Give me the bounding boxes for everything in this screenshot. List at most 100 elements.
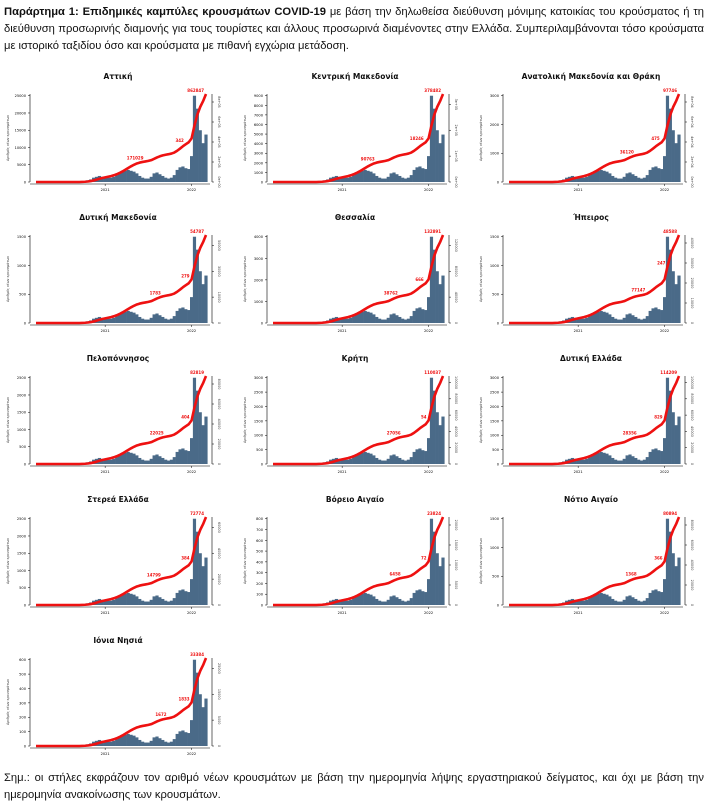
- annotation-label: 54: [421, 414, 427, 419]
- bar: [573, 599, 577, 605]
- bar: [372, 596, 376, 605]
- x-tick-label: 2022: [660, 188, 669, 192]
- bar: [120, 171, 125, 182]
- bar: [369, 171, 373, 182]
- y-tick-label: 2000: [17, 393, 27, 397]
- bar: [389, 455, 393, 464]
- bar: [126, 733, 130, 746]
- bar: [201, 143, 205, 182]
- annotation-label: 378482: [424, 88, 441, 93]
- bar: [435, 412, 439, 464]
- bar: [637, 177, 641, 182]
- y-tick-label: 20000: [15, 111, 27, 115]
- bar: [346, 459, 350, 464]
- bar: [608, 314, 612, 323]
- bar: [663, 297, 667, 323]
- bar: [668, 249, 672, 323]
- chart-7: Κρήτη 0 500 1000 1500 2000 2500 3000 Αριθμός νέω…: [237, 354, 473, 494]
- y-tick-label: 500: [256, 550, 264, 554]
- bar: [354, 596, 359, 605]
- bar: [195, 531, 199, 605]
- cumulative-line: [36, 375, 208, 466]
- x-tick-label: 2022: [424, 329, 433, 333]
- bar: [427, 579, 431, 605]
- y-tick-label: 4000: [254, 235, 264, 239]
- bar: [100, 176, 104, 182]
- y-axis-label: Αριθμός νέων κρουσμάτων: [243, 397, 247, 443]
- y-tick-label: 800: [256, 517, 264, 521]
- bar: [645, 175, 649, 182]
- right-tick-label: 0e+00: [690, 176, 694, 187]
- bar: [674, 284, 678, 323]
- annotation-label: 829: [654, 414, 663, 419]
- bar: [401, 318, 405, 323]
- bar: [166, 178, 171, 182]
- bar: [115, 316, 119, 323]
- chart-title: Νότιο Αιγαίο: [564, 495, 618, 504]
- bar: [657, 168, 661, 182]
- bar: [608, 455, 612, 464]
- bar: [418, 307, 422, 323]
- bar: [395, 174, 399, 182]
- annotation-label: 14799: [147, 572, 161, 577]
- y-axis-label: Αριθμός νέων κρουσμάτων: [243, 538, 247, 584]
- bar: [579, 177, 583, 182]
- bar: [590, 314, 595, 323]
- bar: [614, 318, 618, 323]
- bar: [201, 284, 205, 323]
- bar: [403, 601, 408, 605]
- bar: [573, 317, 577, 323]
- bar: [340, 600, 344, 605]
- y-tick-label: 8000: [254, 104, 264, 108]
- bar: [622, 599, 626, 605]
- bar: [671, 271, 675, 323]
- bar: [198, 130, 202, 182]
- right-tick-label: 15000: [217, 689, 221, 700]
- right-tick-label: 5000: [454, 581, 458, 590]
- bar: [579, 318, 583, 323]
- annotation-label: 6458: [390, 572, 401, 577]
- bar: [103, 177, 107, 182]
- bar: [429, 377, 434, 464]
- bar: [158, 456, 162, 464]
- bar: [424, 592, 428, 605]
- bar: [657, 591, 661, 605]
- bar: [172, 598, 176, 605]
- y-tick-label: 3000: [254, 376, 264, 380]
- bar: [631, 315, 635, 323]
- annotation-label: 279: [181, 273, 190, 278]
- bar: [432, 531, 436, 605]
- bar: [172, 175, 176, 182]
- bar: [141, 600, 145, 605]
- chart-svg: 0 100 200 300 400 500 600 700 800 Αριθμός νέων κρ…: [243, 511, 458, 615]
- bar: [164, 741, 168, 746]
- bar: [386, 599, 390, 605]
- bar: [614, 459, 618, 464]
- bar: [585, 317, 589, 323]
- bar: [117, 173, 122, 182]
- right-tick-label: 0: [217, 745, 221, 747]
- chart-4: Θεσσαλία 0 1000 2000 3000 4000 Αριθμός νέων κρ…: [237, 213, 473, 353]
- bar: [435, 130, 439, 182]
- bar: [642, 177, 647, 182]
- bar: [166, 742, 171, 746]
- cumulative-line: [509, 375, 681, 466]
- bar: [648, 310, 652, 323]
- bar: [665, 518, 670, 605]
- y-tick-label: 1000: [254, 171, 264, 175]
- bar: [588, 175, 592, 182]
- y-axis-label: Αριθμός νέων κρουσμάτων: [479, 397, 483, 443]
- bar: [340, 177, 344, 182]
- bar: [346, 600, 350, 605]
- bar: [389, 173, 393, 182]
- right-tick-label: 8e+05: [217, 96, 221, 107]
- right-tick-label: 60000: [454, 410, 458, 421]
- bar: [120, 453, 125, 464]
- bar: [143, 460, 148, 464]
- annotation-label: 1368: [626, 572, 637, 577]
- cumulative-line: [273, 375, 445, 466]
- bar: [671, 553, 675, 605]
- annotation-label: 82819: [190, 370, 204, 375]
- y-tick-label: 300: [19, 701, 27, 705]
- chart-title: Δυτική Μακεδονία: [79, 213, 157, 222]
